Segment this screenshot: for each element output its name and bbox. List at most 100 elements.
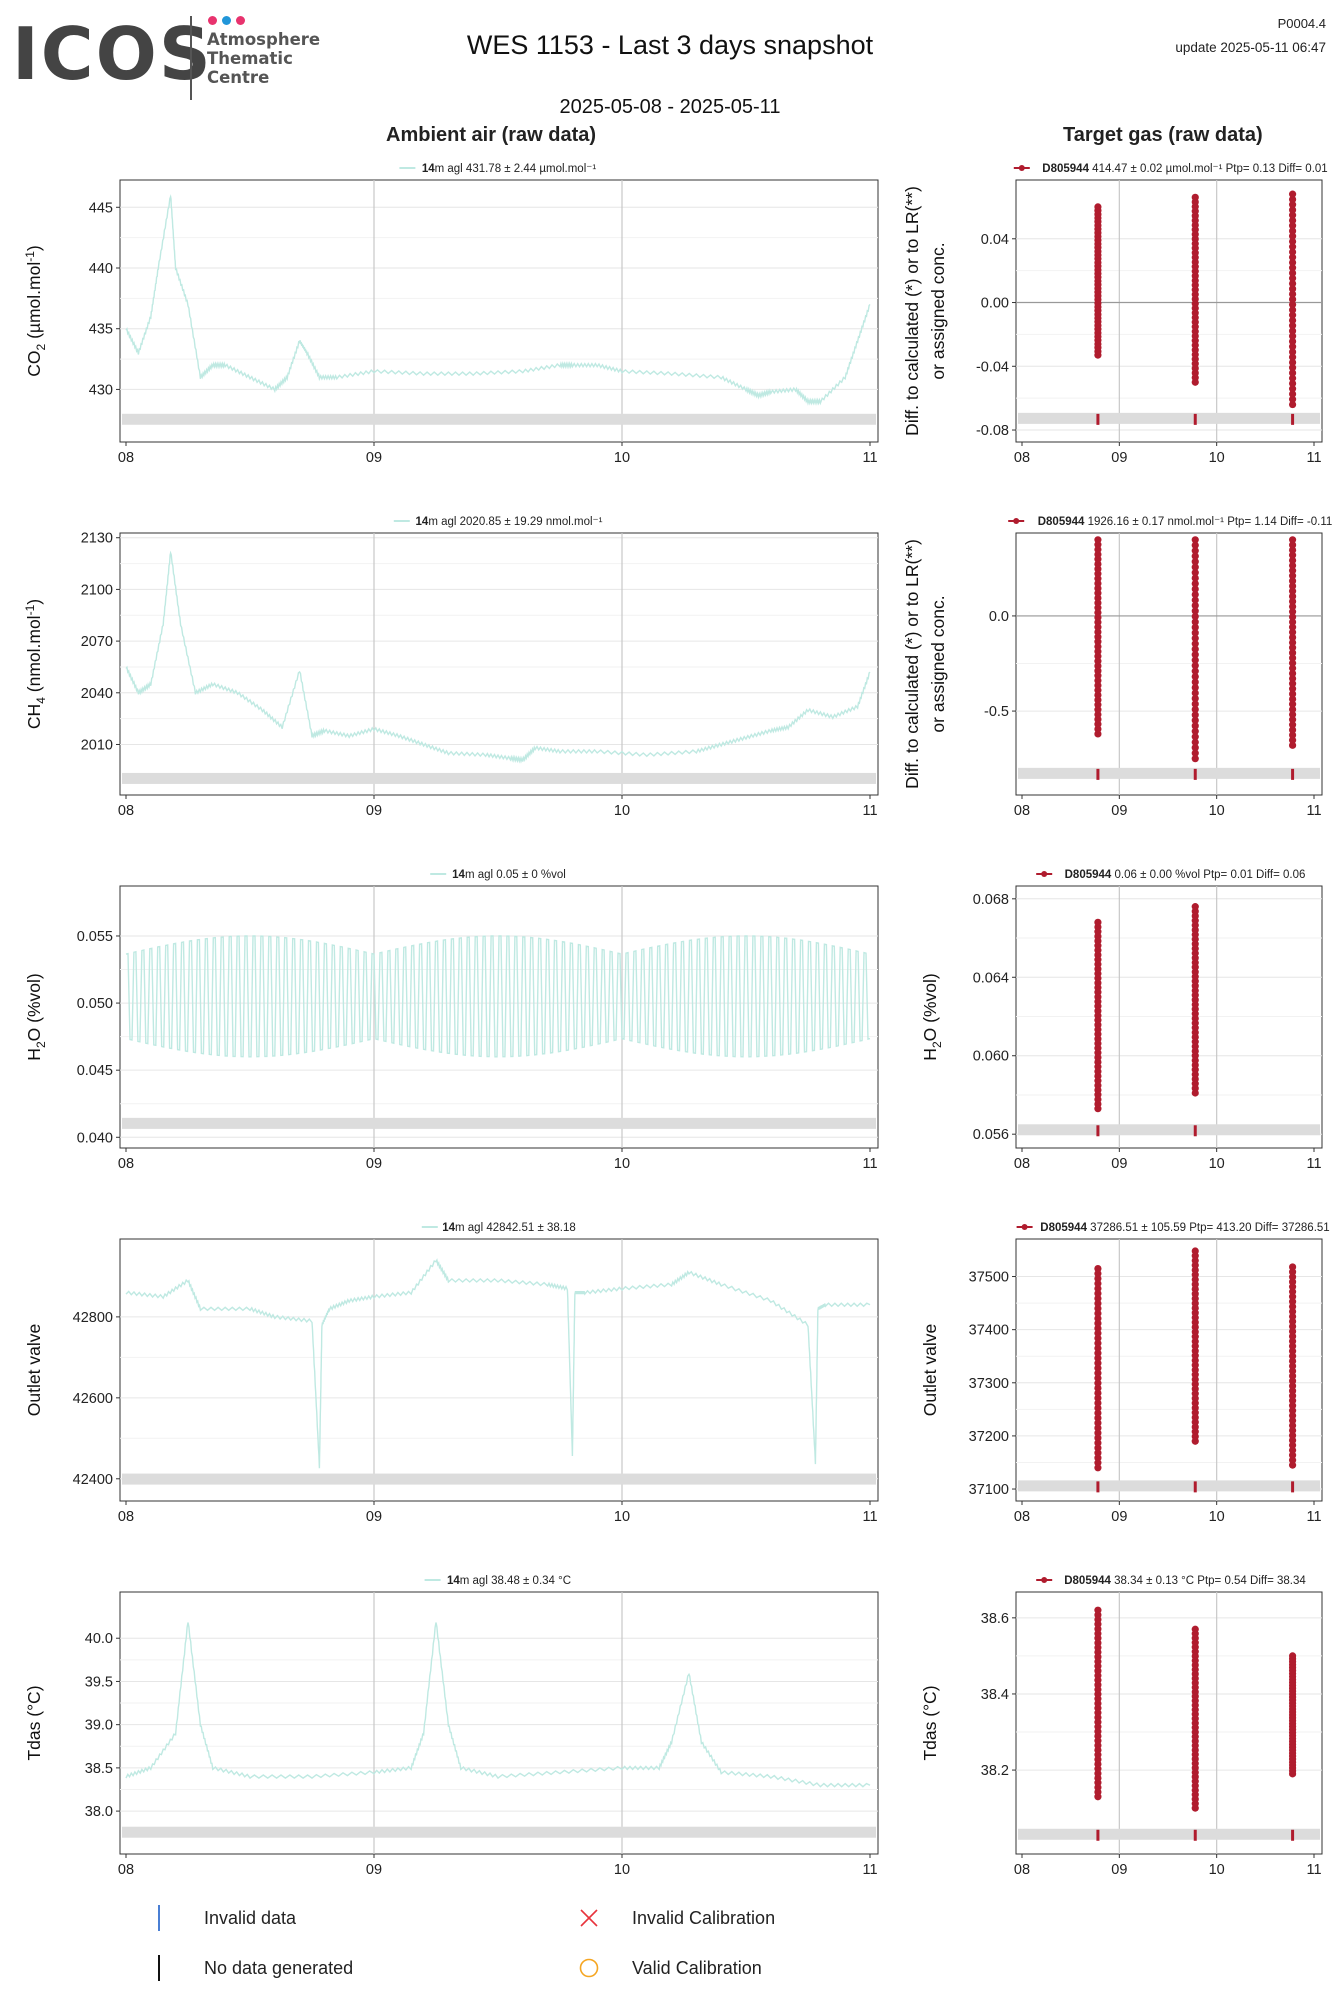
target-gas-point [1094,1329,1102,1337]
series-line-ambient [125,550,871,764]
target-gas-point [1094,1289,1102,1298]
x-tick-label: 11 [1306,1862,1321,1878]
target-gas-point [1288,332,1297,340]
target-gas-point [1191,651,1199,659]
plot-frame [119,179,879,443]
target-gas-point [1288,1327,1297,1335]
target-gas-point [1288,613,1297,621]
target-gas-point [1191,601,1199,610]
series-line-ambient [125,194,871,406]
y-tick-label: 445 [89,200,113,216]
target-gas-point [1288,374,1297,382]
y-axis-label: Outlet valve [24,1324,44,1416]
target-gas-point [1288,395,1297,403]
target-gas-point [1288,243,1297,251]
target-gas-point [1094,536,1102,544]
target-gas-point [1288,546,1297,554]
target-gas-point [1094,1449,1102,1457]
target-gas-point [1191,727,1199,735]
y-tick-label: -0.04 [976,359,1009,375]
target-gas-point [1288,1441,1297,1449]
target-gas-point [1191,590,1199,599]
target-gas-point [1094,1319,1102,1327]
target-gas-point [1288,551,1297,559]
chart-right-2: 0.056 0.060 0.064 0.068 08 09 10 11 H2O (%vol) D8… [920,869,1323,1172]
x-tick-label: 09 [1111,1156,1127,1172]
target-gas-point [1191,662,1199,670]
target-gas-point [1191,1625,1199,1633]
x-tick-label: 11 [1306,803,1321,819]
chart-right-4: 38.2 38.4 38.6 08 09 10 11 Tdas (°C) D805944 38.… [920,1575,1323,1878]
target-gas-point [1288,623,1297,631]
no-data-legend-icon [158,1955,160,1981]
target-gas-point [1094,1309,1102,1317]
target-gas-point [1288,1322,1297,1331]
target-gas-point [1288,582,1297,590]
target-gas-point [1094,1374,1102,1382]
target-gas-point [1288,232,1297,240]
target-gas-point [1288,638,1297,647]
target-gas-point [1288,316,1297,324]
plot-frame [1015,1591,1323,1855]
x-tick-label: 09 [366,1509,382,1525]
target-gas-point [1191,705,1199,714]
target-gas-point [1288,222,1297,230]
section-title-target: Target gas (raw data) [1063,124,1263,146]
target-gas-point [1094,1364,1102,1372]
target-gas-point [1288,1357,1297,1365]
target-gas-point [1288,264,1297,272]
target-gas-point [1288,541,1297,549]
series-legend: D805944 38.34 ± 0.13 °C Ptp= 0.54 Diff= … [1064,1575,1306,1587]
x-tick-label: 11 [862,1862,877,1878]
target-gas-point [1288,216,1297,225]
target-gas-point [1288,390,1297,398]
target-gas-point [1191,903,1199,911]
x-tick-label: 08 [118,450,134,466]
target-gas-point [1191,612,1199,621]
target-gas-point [1191,672,1199,681]
target-gas-point [1191,749,1199,757]
target-gas-point [1288,705,1297,713]
y-tick-label: 0.050 [77,996,113,1012]
plot-frame [1015,179,1323,443]
plot-frame [1015,1238,1323,1502]
target-gas-point [1288,295,1297,303]
y-tick-label: 430 [89,382,113,398]
legend-key-dot [1018,165,1025,171]
x-tick-label: 08 [118,1862,134,1878]
series-line-ambient [125,935,871,1058]
target-gas-point [1288,306,1297,314]
y-tick-label: 37100 [969,1482,1009,1498]
x-tick-label: 10 [614,803,630,819]
logo-dot-pink-icon [208,16,217,25]
target-gas-point [1288,358,1297,367]
y-axis-label: CH4 (nmol.mol-1) [23,599,48,729]
y-axis-label: H2O (%vol) [920,973,944,1060]
y-tick-label: 38.0 [85,1804,113,1820]
series-legend: 14m agl 42842.51 ± 38.18 [442,1222,576,1234]
target-gas-point [1288,721,1297,729]
target-gas-point [1288,1293,1297,1301]
y-axis-label: Diff. to calculated (*) or to LR(**) or a… [902,186,948,436]
target-gas-point [1288,1347,1297,1355]
target-gas-point [1288,279,1297,288]
x-tick-label: 11 [862,1509,877,1525]
target-gas-point [1094,1284,1102,1293]
y-axis-label: Outlet valve [920,1324,940,1416]
series-legend: 14m agl 431.78 ± 2.44 µmol.mol⁻¹ [422,163,597,175]
target-gas-point [1288,1312,1297,1321]
chart-left-2: 0.040 0.045 0.050 0.055 08 09 10 11 H2O (%vol) 14… [24,869,879,1172]
target-gas-point [1288,685,1297,693]
target-gas-point [1191,541,1199,549]
target-gas-point [1288,1332,1297,1340]
target-gas-point [1288,348,1297,356]
target-gas-point [1288,1372,1297,1380]
target-gas-point [1191,716,1199,724]
y-tick-label: 0.056 [973,1127,1009,1143]
series-line-ambient [125,1622,871,1788]
status-band [122,413,876,425]
x-tick-label: 08 [1014,1156,1030,1172]
target-gas-point [1288,369,1297,377]
target-gas-point [1288,654,1297,662]
update-timestamp: update 2025-05-11 06:47 [1175,40,1326,55]
